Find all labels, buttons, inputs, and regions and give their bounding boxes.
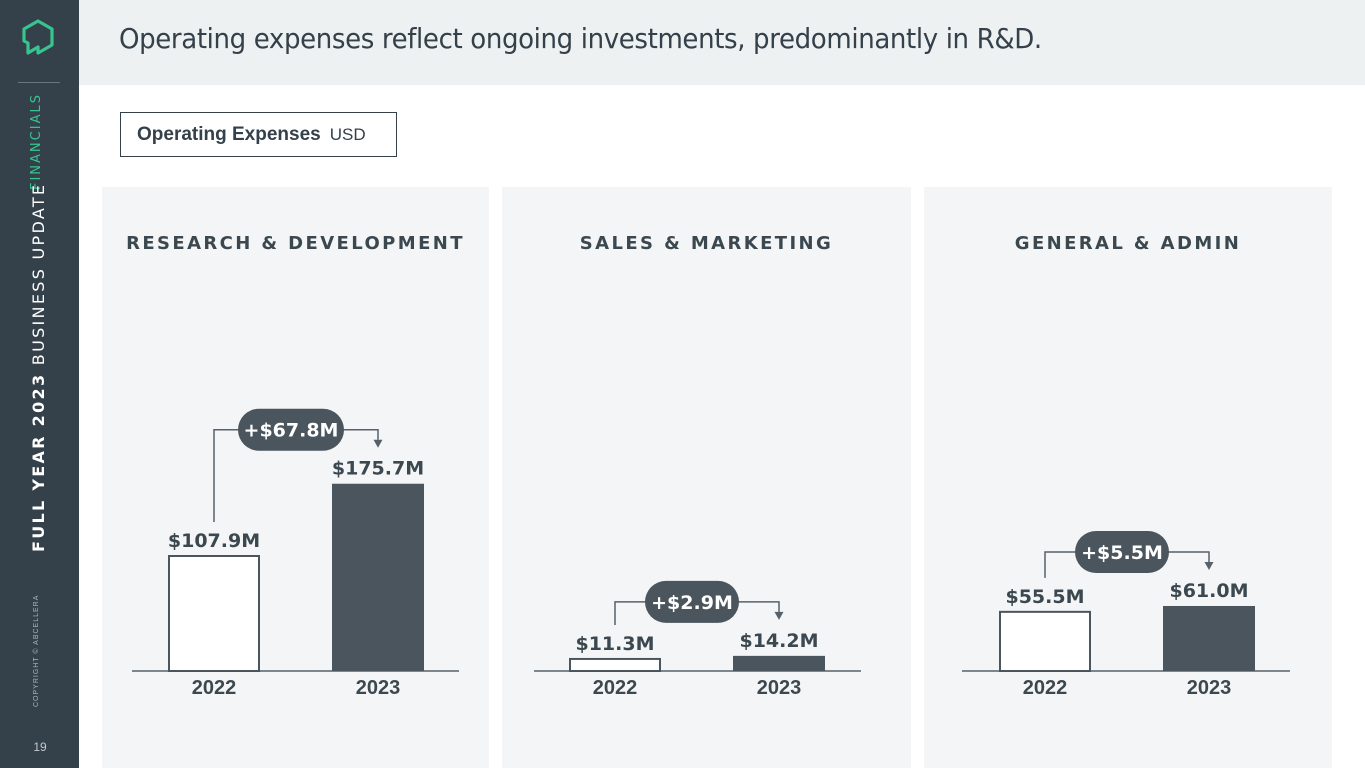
chart-title-ga: GENERAL & ADMIN — [1014, 233, 1242, 254]
x-tick-label-2022: 2022 — [593, 677, 638, 699]
value-label-2023: $61.0M — [1169, 580, 1248, 602]
value-label-2022: $11.3M — [575, 633, 654, 655]
x-tick-label-2023: 2023 — [1187, 677, 1232, 699]
x-tick-label-2022: 2022 — [192, 677, 237, 699]
deck-title-bold: FULL YEAR 2023 — [29, 372, 48, 552]
deck-title-rest: BUSINESS UPDATE — [29, 182, 48, 373]
value-label-2023: $14.2M — [739, 630, 818, 652]
bar-2023 — [332, 483, 424, 671]
chart-panel-sm: $11.3M $14.2M 2022 2023 +$2.9M — [502, 187, 911, 768]
bar-2022 — [168, 555, 260, 672]
value-label-2022: $55.5M — [1005, 586, 1084, 608]
chart-sm: $11.3M $14.2M 2022 2023 +$2.9M — [534, 580, 861, 699]
chart-panel-rd: $107.9M $175.7M 2022 2023 +$67.8M — [102, 187, 489, 768]
copyright: COPYRIGHT © ABCELLERA — [33, 594, 40, 707]
x-tick-label-2023: 2023 — [757, 677, 802, 699]
x-tick-label-2022: 2022 — [1023, 677, 1068, 699]
bar-2023 — [1163, 605, 1255, 671]
change-label: +$67.8M — [244, 420, 339, 442]
chart-ga: $55.5M $61.0M 2022 2023 +$5.5M — [962, 530, 1290, 699]
chart-title-rd: RESEARCH & DEVELOPMENT — [126, 233, 465, 254]
page-number: 19 — [33, 740, 47, 754]
sidebar: FINANCIALS FULL YEAR 2023 BUSINESS UPDAT… — [0, 0, 79, 768]
change-label: +$2.9M — [651, 592, 733, 614]
bar-2022 — [999, 610, 1091, 673]
change-pill — [645, 580, 739, 623]
section-label: FINANCIALS — [29, 93, 44, 190]
abcellera-logo-icon — [22, 19, 54, 55]
sidebar-divider — [18, 82, 60, 83]
change-arrow-icon — [373, 439, 383, 448]
bar-2023 — [733, 655, 825, 671]
chart-label-box: Operating Expenses USD — [120, 112, 397, 157]
chart-label: Operating Expenses — [137, 123, 321, 145]
x-tick-label-2023: 2023 — [356, 677, 401, 699]
chart-panel-ga: $55.5M $61.0M 2022 2023 +$5.5M — [924, 187, 1332, 768]
page-title: Operating expenses reflect ongoing inves… — [119, 22, 1042, 55]
chart-title-sm: SALES & MARKETING — [579, 233, 834, 254]
change-pill — [238, 408, 344, 451]
chart-unit: USD — [329, 124, 366, 144]
bar-2022 — [569, 657, 661, 673]
change-pill — [1075, 530, 1169, 573]
chart-rd: $107.9M $175.7M 2022 2023 +$67.8M — [132, 408, 459, 699]
change-arrow-icon — [1204, 561, 1214, 570]
change-label: +$5.5M — [1081, 542, 1163, 564]
value-label-2022: $107.9M — [168, 530, 260, 552]
value-label-2023: $175.7M — [332, 458, 424, 480]
change-arrow-icon — [774, 611, 784, 620]
deck-title: FULL YEAR 2023 BUSINESS UPDATE — [29, 183, 48, 552]
header-bar: Operating expenses reflect ongoing inves… — [79, 0, 1365, 85]
